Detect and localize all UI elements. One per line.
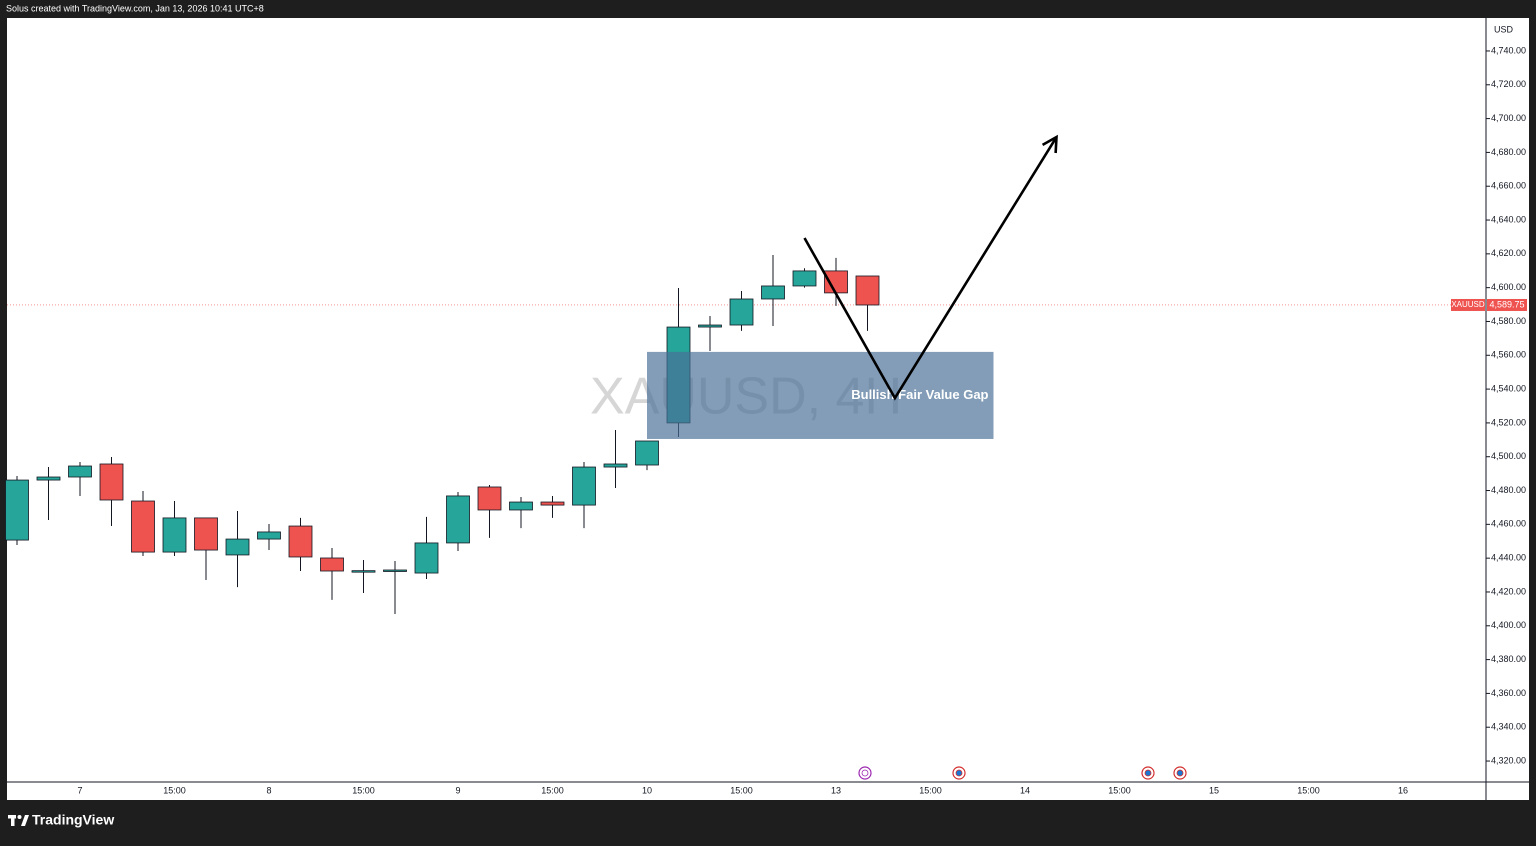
x-tick-label: 13	[831, 785, 841, 795]
candle-body	[225, 538, 250, 556]
candle-body	[99, 463, 124, 501]
event-icon-dot	[1176, 769, 1184, 777]
y-tick-label: 4,600.00	[1491, 282, 1526, 292]
y-tick-label: 4,420.00	[1491, 586, 1526, 596]
event-icon-dot	[955, 769, 963, 777]
y-tick-label: 4,620.00	[1491, 248, 1526, 258]
candle-body	[257, 531, 281, 540]
x-tick-label: 15:00	[730, 785, 753, 795]
x-tick-label: 8	[266, 785, 271, 795]
brand-logo	[8, 815, 29, 826]
candle-body	[131, 500, 155, 553]
y-tick-label: 4,400.00	[1491, 620, 1526, 630]
y-tick-label: 4,660.00	[1491, 181, 1526, 191]
candle-body	[761, 285, 785, 300]
y-tick-label: 4,700.00	[1491, 113, 1526, 123]
x-tick-label: 10	[642, 785, 652, 795]
y-tick-label: 4,540.00	[1491, 383, 1526, 393]
fvg-zone	[647, 351, 994, 439]
candle-body	[5, 479, 29, 541]
logo-part	[11, 815, 15, 826]
x-tick-label: 15:00	[352, 785, 375, 795]
x-tick-label: 15:00	[163, 785, 186, 795]
candle-body	[509, 501, 533, 511]
candle-body	[68, 465, 92, 478]
y-tick-label: 4,520.00	[1491, 417, 1526, 427]
event-icon-dot	[1144, 769, 1152, 777]
candle-body	[320, 557, 344, 572]
x-tick-label: 15:00	[1297, 785, 1320, 795]
header-text: Solus created with TradingView.com, Jan …	[6, 3, 264, 13]
candle-body	[351, 570, 376, 573]
x-tick-label: 14	[1020, 785, 1030, 795]
event-icon-dot	[861, 769, 869, 777]
x-tick-label: 9	[455, 785, 460, 795]
candle-body	[477, 486, 502, 511]
y-tick-label: 4,580.00	[1491, 316, 1526, 326]
x-tick-label: 15	[1209, 785, 1219, 795]
y-tick-label: 4,680.00	[1491, 147, 1526, 157]
footer-brand: TradingView	[32, 812, 114, 828]
candle-body	[698, 324, 722, 328]
y-tick-label: 4,720.00	[1491, 79, 1526, 89]
candle-body	[36, 476, 61, 481]
y-tick-label: 4,640.00	[1491, 214, 1526, 224]
price-value: 4,589.75	[1489, 299, 1524, 309]
y-tick-label: 4,500.00	[1491, 451, 1526, 461]
y-tick-label: 4,380.00	[1491, 654, 1526, 664]
logo-part	[21, 815, 29, 826]
y-tick-label: 4,360.00	[1491, 688, 1526, 698]
y-tick-label: 4,440.00	[1491, 553, 1526, 563]
y-tick-label: 4,560.00	[1491, 350, 1526, 360]
candle-body	[855, 275, 880, 306]
candle-body	[729, 298, 754, 326]
candle-body	[194, 517, 218, 551]
logo-part	[17, 815, 22, 819]
price-name-box	[1451, 298, 1485, 311]
price-name: XAUUSD	[1451, 300, 1485, 309]
y-tick-label: 4,340.00	[1491, 722, 1526, 732]
y-tick-label: 4,740.00	[1491, 45, 1526, 55]
y-tick-label: 4,480.00	[1491, 485, 1526, 495]
projection-path	[803, 136, 1058, 401]
candle-body	[288, 525, 313, 558]
candle-body	[792, 270, 817, 287]
x-tick-label: 7	[77, 785, 82, 795]
candle-body	[383, 569, 407, 572]
candle-body	[540, 501, 565, 506]
y-tick-label: 4,460.00	[1491, 519, 1526, 529]
fvg-label: Bullish Fair Value Gap	[851, 387, 988, 402]
x-tick-label: 16	[1398, 785, 1408, 795]
currency-label: USD	[1494, 24, 1514, 34]
x-tick-label: 15:00	[541, 785, 564, 795]
candle-body	[446, 495, 470, 544]
arrow-head	[1041, 134, 1058, 154]
candle-body	[603, 463, 628, 468]
plot: XAUUSD, 4H4,320.004,340.004,360.004,380.…	[5, 45, 1527, 795]
x-tick-label: 15:00	[919, 785, 942, 795]
x-tick-label: 15:00	[1108, 785, 1131, 795]
candle-body	[572, 466, 596, 506]
candle-body	[635, 440, 659, 466]
candle-body	[414, 542, 439, 574]
price-value-box	[1487, 298, 1527, 311]
y-tick-label: 4,320.00	[1491, 755, 1526, 765]
candle-body	[162, 517, 187, 553]
